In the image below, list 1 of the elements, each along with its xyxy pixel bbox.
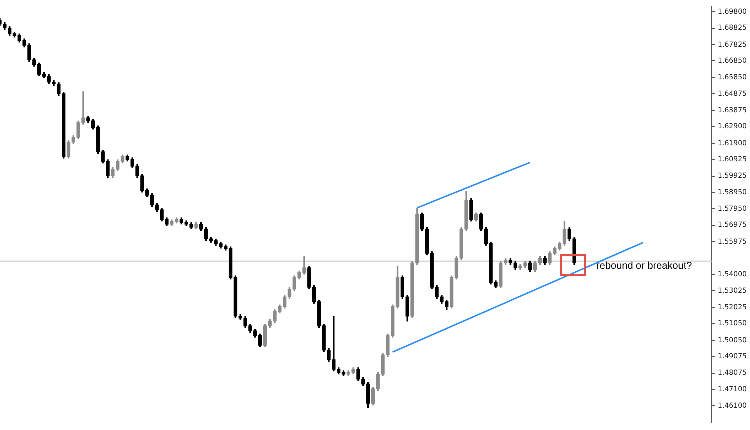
annotation: rebound or breakout? bbox=[596, 260, 693, 272]
